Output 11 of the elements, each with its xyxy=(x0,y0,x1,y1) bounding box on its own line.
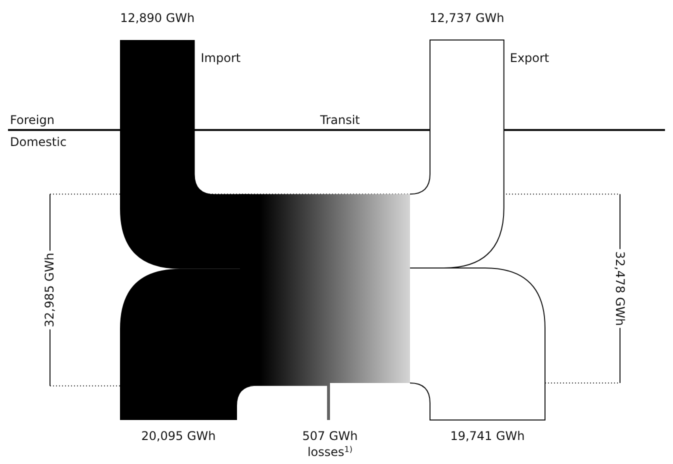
data-label: 12,890 GWh xyxy=(120,11,195,25)
text: 20,095 GWh xyxy=(141,429,216,443)
category-label: losses$^{1)}$ xyxy=(307,444,353,459)
text: Domestic xyxy=(10,135,67,149)
category-label: Export xyxy=(510,51,550,65)
data-label: 507 GWh xyxy=(302,429,358,443)
category-label: Import xyxy=(200,51,241,65)
text: Foreign xyxy=(10,113,54,127)
data-label: 12,737 GWh xyxy=(430,11,504,25)
text: Transit xyxy=(319,113,360,127)
text: 19,741 GWh xyxy=(450,429,525,443)
